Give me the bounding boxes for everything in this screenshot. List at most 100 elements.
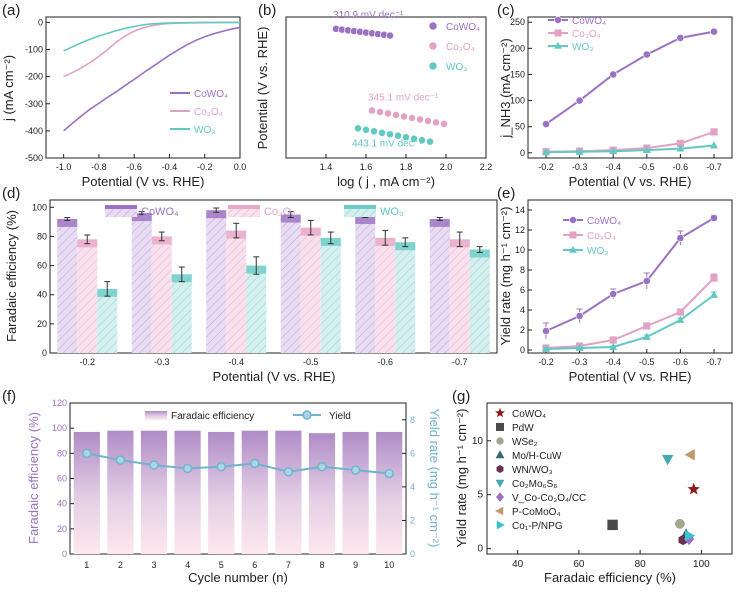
x-tick-label: 1.4	[320, 162, 333, 172]
bar-cap-cowo4	[280, 214, 301, 223]
x-tick-label: -0.7	[452, 357, 468, 367]
data-point-wo3	[394, 131, 402, 140]
x-tick-label: 1.6	[360, 162, 373, 172]
fe-bar	[308, 433, 336, 554]
data-point-cowo4	[710, 27, 718, 36]
x-tick-label: -0.5	[303, 357, 319, 367]
data-point-wo3	[410, 134, 418, 143]
x-tick-label: -0.2	[79, 357, 95, 367]
legend-marker	[554, 29, 562, 37]
bar-cap-cowo4	[429, 218, 450, 227]
x-axis-label: Potential (V vs. RHE)	[569, 369, 692, 384]
data-point	[674, 518, 686, 530]
plot-frame	[527, 16, 733, 159]
series-line-cowo4	[545, 217, 715, 332]
bar-co3o4	[77, 239, 98, 353]
y-tick-label: -400	[25, 126, 43, 136]
data-point-cowo4	[386, 31, 394, 40]
x-axis-label: log ( j , mA cm⁻²)	[337, 174, 435, 189]
x-tick-label: 2.2	[480, 162, 493, 172]
legend-marker	[495, 479, 505, 488]
data-point-co3o4	[392, 111, 400, 119]
bar-wo3	[97, 288, 118, 353]
data-point	[684, 449, 695, 461]
x-tick-label: -0.4	[605, 357, 621, 367]
x-tick-label: -0.5	[639, 162, 655, 172]
y-axis-label: Faradaic efficiency (%)	[26, 412, 41, 544]
y-axis-label: Faradaic efficiency (%)	[4, 210, 19, 342]
y-axis-label: Yield rate (mg h⁻¹ cm⁻²)	[454, 409, 469, 548]
data-point-wo3	[542, 344, 550, 352]
legend-label: WO₃	[446, 62, 467, 73]
data-point-co3o4	[676, 308, 684, 316]
y-tick-label: 8	[520, 265, 525, 275]
y-tick-label: 6	[520, 285, 525, 295]
legend-label: Faradaic efficiency	[171, 411, 254, 422]
series-line-co3o4	[63, 21, 240, 78]
data-point-co3o4	[432, 118, 440, 127]
data-point-cowo4	[710, 214, 718, 222]
bar-wo3	[320, 237, 341, 353]
y-tick-label: 20	[37, 319, 47, 329]
x-tick-label: -0.2	[538, 357, 554, 367]
legend-label: PdW	[512, 423, 534, 434]
x-tick-label: 10	[384, 560, 394, 570]
x-tick-label: 6	[252, 560, 257, 570]
yield-point	[350, 465, 361, 475]
plot-frame	[486, 402, 733, 555]
legend-marker	[495, 450, 505, 459]
legend-label: Co₃O₄	[572, 29, 601, 40]
y-axis-label: j (mA cm⁻²)	[1, 55, 16, 122]
yield-point	[149, 460, 159, 470]
data-point-co3o4	[400, 112, 408, 121]
slope-annotation: 310.9 mV dec⁻¹	[333, 10, 404, 21]
legend-label: CoWO₄	[141, 206, 179, 218]
panel-label: (f)	[2, 388, 16, 405]
legend-label: WO₃	[380, 206, 403, 218]
x-tick-label: -0.3	[154, 357, 170, 367]
fe-bar	[140, 430, 168, 554]
x-tick-label: 4	[185, 560, 190, 570]
y-tick-label: 0	[42, 348, 47, 358]
y-tick-label: 120	[52, 398, 67, 408]
legend-marker	[496, 423, 504, 431]
legend-label: CoWO₄	[512, 409, 546, 420]
legend-marker	[428, 61, 438, 71]
data-point-cowo4	[542, 120, 550, 128]
y-tick-label: -500	[25, 153, 43, 163]
data-point-wo3	[676, 144, 685, 152]
yield-point	[283, 467, 294, 477]
legend-marker	[554, 41, 562, 49]
y-tick-label: 0	[38, 17, 43, 27]
data-point	[607, 519, 618, 531]
legend-marker	[495, 506, 504, 516]
series-line-wo3	[545, 294, 715, 350]
y-tick-label: 14	[515, 205, 525, 215]
bar-wo3	[171, 274, 192, 353]
panel-e: -0.2 -0.3 -0.4 -0.5 -0.6 -0.7 0 2 4 6 8 10 12 14 CoWO₄…	[497, 185, 733, 384]
bar-cowo4	[206, 210, 227, 353]
bar-cap-cowo4	[57, 218, 78, 227]
y2-tick-label: 4	[410, 482, 415, 492]
legend-swatch-top	[344, 205, 376, 209]
x-axis-label: Faradaic efficiency (%)	[544, 570, 676, 585]
bar-cowo4	[131, 213, 152, 353]
data-point-wo3	[575, 343, 584, 351]
plot-frame	[527, 199, 733, 354]
x-tick-label: 7	[286, 560, 291, 570]
legend-marker	[496, 520, 505, 530]
data-point-wo3	[378, 128, 386, 137]
x-axis-label: Potential (V vs. RHE)	[82, 174, 205, 189]
yield-point	[182, 463, 193, 474]
x-tick-label: -0.3	[572, 357, 588, 367]
x-tick-label: 2	[118, 560, 123, 570]
legend-marker	[428, 21, 438, 31]
y-tick-label: 0	[520, 345, 525, 355]
y-tick-label: 4	[520, 305, 525, 315]
bar-cap-cowo4	[131, 213, 152, 222]
panel-a: -1.0 -0.8 -0.6 -0.4 -0.2 0.0 0 -100 -200 -300 -400…	[1, 2, 246, 189]
data-point-wo3	[426, 137, 434, 146]
panel-label: (d)	[2, 185, 20, 202]
y-tick-label: 10	[472, 436, 484, 447]
